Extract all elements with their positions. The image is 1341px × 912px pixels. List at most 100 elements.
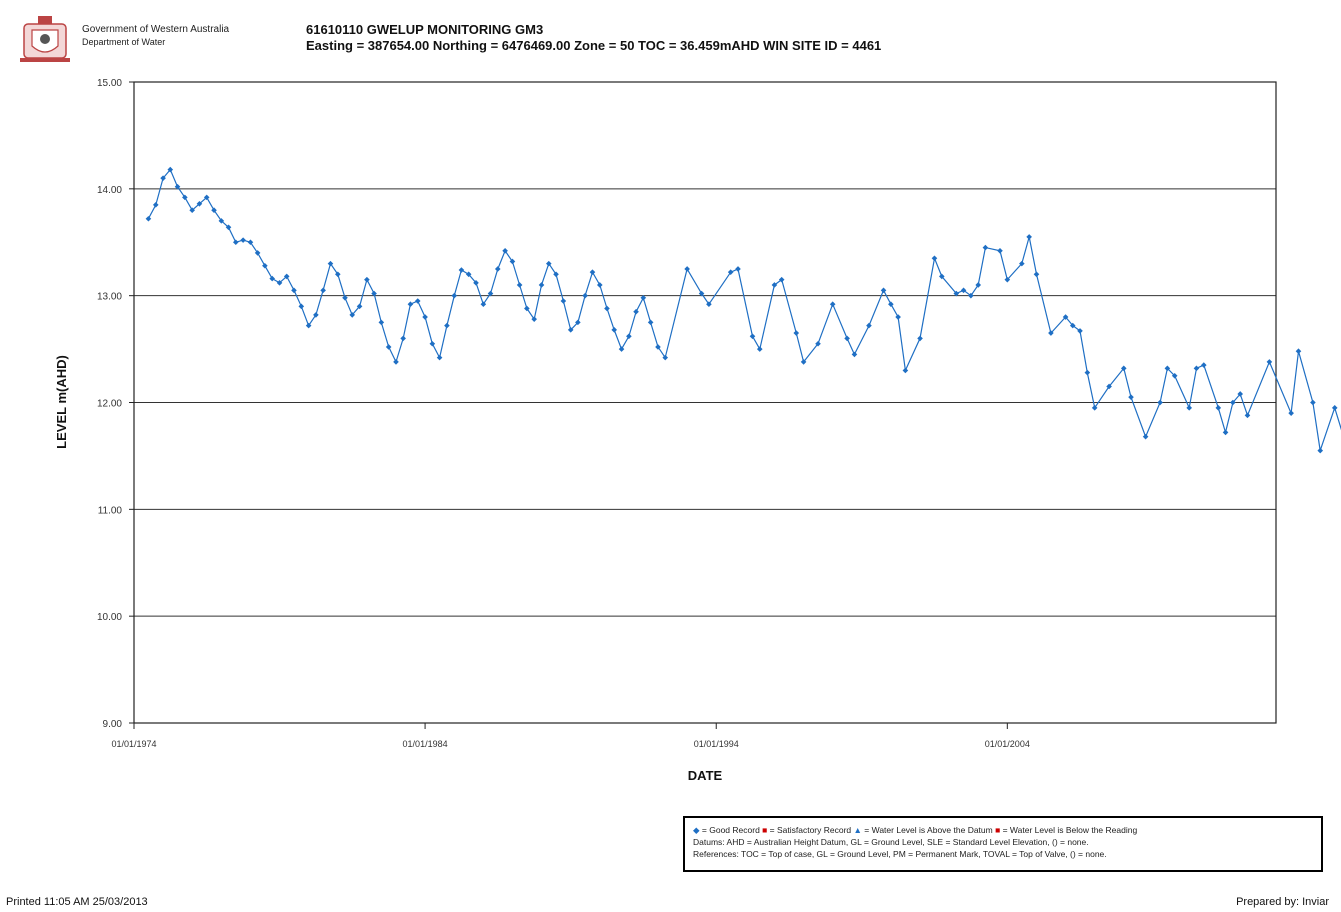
x-tick-label: 01/01/1994 bbox=[694, 739, 739, 749]
y-tick-label: 13.00 bbox=[97, 292, 122, 303]
data-point bbox=[968, 292, 974, 299]
data-point bbox=[931, 255, 938, 262]
data-point bbox=[545, 260, 552, 267]
data-point bbox=[793, 330, 800, 336]
data-point bbox=[1026, 234, 1032, 240]
data-point bbox=[240, 237, 246, 243]
data-point bbox=[225, 224, 232, 231]
data-point bbox=[509, 258, 516, 265]
data-point bbox=[189, 207, 195, 213]
data-point bbox=[1237, 391, 1244, 397]
data-point bbox=[327, 260, 334, 267]
data-point bbox=[618, 346, 625, 352]
legend-marker-icon: ■ bbox=[762, 825, 768, 835]
data-point bbox=[371, 290, 377, 297]
data-point bbox=[1317, 447, 1324, 454]
data-point bbox=[298, 303, 305, 310]
data-point bbox=[756, 346, 763, 352]
data-point bbox=[487, 290, 494, 297]
y-axis-ticks: 15.00 14.00 13.00 12.00 11.00 10.00 9.00 bbox=[97, 78, 134, 730]
data-point bbox=[1244, 412, 1251, 419]
data-point bbox=[727, 269, 734, 275]
data-point bbox=[182, 194, 188, 201]
data-point bbox=[560, 298, 567, 304]
gridlines bbox=[134, 188, 1276, 617]
data-point bbox=[939, 273, 945, 280]
data-point bbox=[1222, 429, 1229, 436]
data-point bbox=[269, 275, 276, 282]
data-point bbox=[1120, 365, 1127, 372]
organisation-name: Government of Western Australia Departme… bbox=[82, 24, 229, 48]
legend-entry-text: = Satisfactory Record bbox=[767, 825, 854, 835]
org-line-2: Department of Water bbox=[82, 37, 166, 47]
data-point bbox=[364, 276, 370, 283]
data-point bbox=[313, 312, 319, 318]
data-point bbox=[451, 292, 458, 299]
data-point bbox=[349, 312, 356, 318]
data-point bbox=[444, 322, 450, 329]
data-point bbox=[1091, 405, 1098, 411]
data-point bbox=[283, 273, 290, 280]
data-point bbox=[1193, 365, 1200, 372]
y-tick-label: 11.00 bbox=[98, 505, 123, 516]
y-tick-label: 15.00 bbox=[97, 78, 122, 89]
data-point bbox=[1069, 322, 1076, 329]
data-point bbox=[684, 266, 690, 272]
legend-entry-text: = Good Record bbox=[699, 825, 763, 835]
data-point bbox=[888, 301, 894, 308]
data-point bbox=[1106, 383, 1112, 390]
data-point bbox=[211, 207, 217, 213]
data-point bbox=[1048, 330, 1054, 336]
data-point bbox=[582, 292, 588, 299]
data-point bbox=[378, 319, 385, 326]
data-point bbox=[1004, 276, 1011, 283]
data-point bbox=[698, 290, 705, 297]
data-point bbox=[1077, 328, 1083, 334]
data-point bbox=[1164, 365, 1171, 372]
y-tick-label: 9.00 bbox=[103, 719, 123, 730]
data-point bbox=[1157, 399, 1163, 406]
data-point bbox=[320, 287, 326, 294]
data-point bbox=[262, 262, 268, 269]
legend-box: ◆ = Good Record ■ = Satisfactory Record … bbox=[683, 816, 1323, 872]
data-point bbox=[1142, 433, 1149, 440]
data-point bbox=[815, 340, 821, 347]
data-point bbox=[1084, 369, 1091, 376]
data-point bbox=[880, 287, 887, 294]
legend-entry-text: = Water Level is Above the Datum bbox=[861, 825, 996, 835]
data-point bbox=[975, 282, 982, 288]
data-point bbox=[276, 280, 283, 286]
data-point bbox=[589, 269, 596, 275]
data-point bbox=[982, 244, 989, 251]
y-tick-label: 12.00 bbox=[97, 399, 122, 410]
data-point bbox=[960, 287, 967, 294]
government-crest-logo bbox=[20, 16, 70, 62]
legend-symbols-line: ◆ = Good Record ■ = Satisfactory Record … bbox=[693, 824, 1313, 836]
y-tick-label: 14.00 bbox=[97, 185, 122, 196]
data-point bbox=[1230, 399, 1236, 406]
x-tick-label: 01/01/2004 bbox=[985, 739, 1030, 749]
data-point bbox=[473, 280, 479, 286]
data-point bbox=[1033, 271, 1040, 278]
data-point bbox=[1200, 362, 1207, 368]
data-point bbox=[1186, 405, 1193, 411]
data-point bbox=[575, 319, 581, 326]
printed-timestamp: Printed 11:05 AM 25/03/2013 bbox=[6, 896, 148, 908]
series-layer bbox=[145, 166, 1341, 454]
y-axis-label: LEVEL m(AHD) bbox=[54, 355, 69, 449]
data-point bbox=[647, 319, 654, 326]
x-tick-label: 01/01/1974 bbox=[111, 739, 156, 749]
data-point bbox=[152, 202, 159, 208]
data-point bbox=[393, 359, 399, 365]
data-point bbox=[640, 295, 647, 301]
prepared-by: Prepared by: Inviar bbox=[1236, 896, 1329, 908]
org-line-1: Government of Western Australia bbox=[82, 24, 230, 35]
data-point bbox=[917, 335, 923, 342]
data-point bbox=[494, 266, 501, 272]
data-point bbox=[596, 282, 603, 288]
data-point bbox=[356, 303, 363, 310]
data-point bbox=[1288, 410, 1294, 416]
data-point bbox=[145, 215, 152, 222]
chart-title-block: 61610110 GWELUP MONITORING GM3 Easting =… bbox=[306, 22, 881, 54]
data-point bbox=[385, 344, 392, 350]
